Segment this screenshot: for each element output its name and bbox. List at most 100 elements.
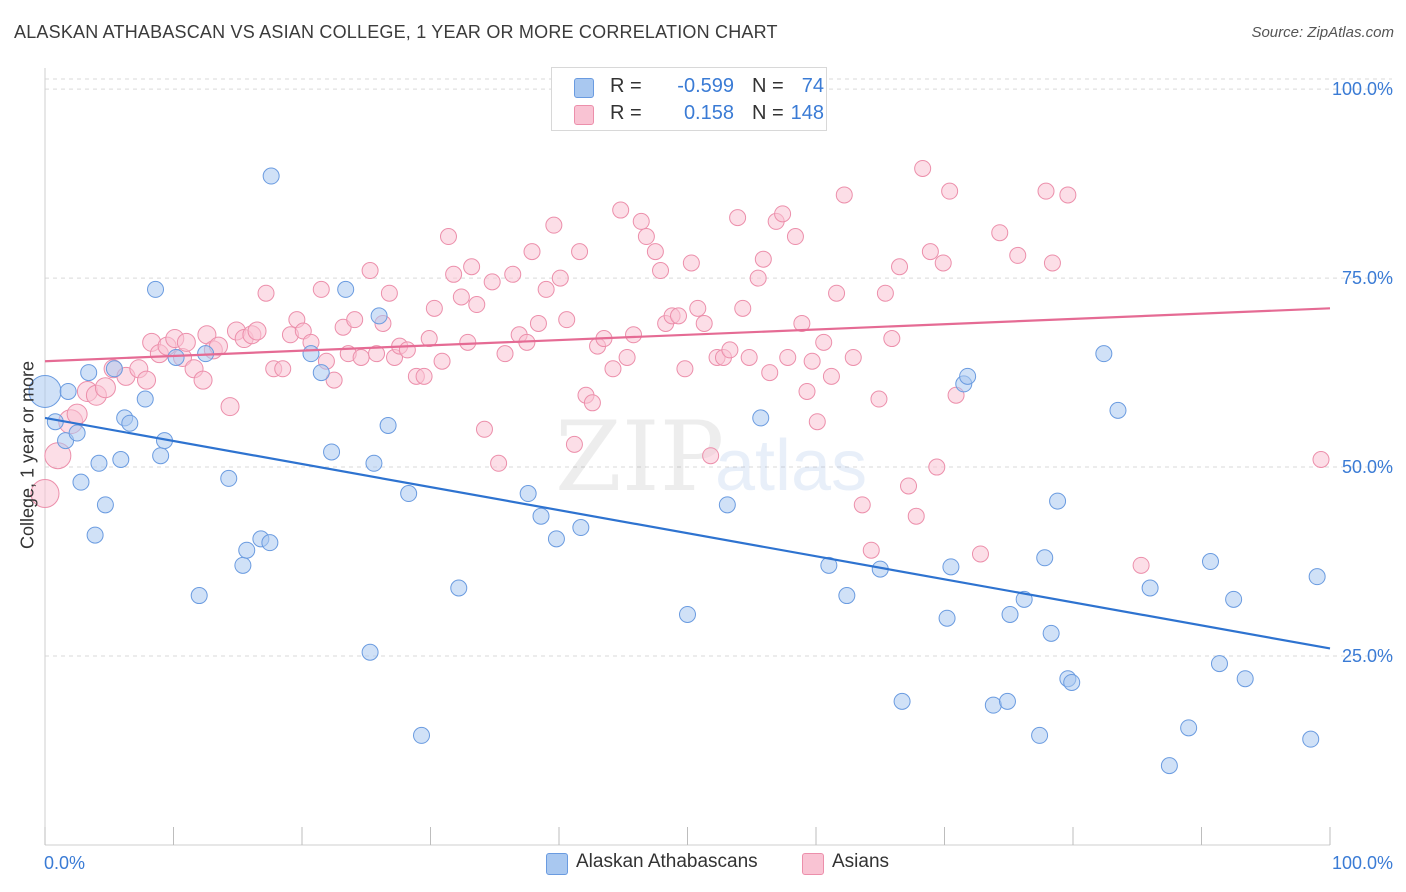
asians-point — [928, 458, 946, 476]
asians-point — [490, 454, 508, 472]
asians-point — [1043, 254, 1061, 272]
y-axis-label: College, 1 year or more — [17, 360, 38, 550]
asians-point — [368, 345, 386, 363]
athabascan-point — [234, 556, 252, 574]
athabascan-point — [1031, 726, 1049, 744]
athabascan-point — [68, 424, 86, 442]
athabascan-point — [519, 485, 537, 503]
athabascan-point — [718, 496, 736, 514]
asians-point — [529, 314, 547, 332]
athabascan-point — [984, 696, 1002, 714]
athabascan-point — [80, 364, 98, 382]
asians-point — [646, 243, 664, 261]
asians-point — [274, 360, 292, 378]
asians-point — [793, 314, 811, 332]
watermark: ZIP atlas — [555, 401, 867, 513]
athabascan-point — [1109, 401, 1127, 419]
asians-point — [1312, 451, 1330, 468]
athabascan-point — [1036, 549, 1054, 567]
athabascan-point — [152, 447, 170, 465]
asians-point — [583, 394, 601, 412]
athabascan-point — [312, 364, 330, 382]
asians-point — [883, 330, 901, 348]
asians-point — [193, 370, 213, 390]
trend-lines — [44, 307, 1331, 650]
asians-point — [247, 321, 267, 341]
asians-point — [786, 228, 804, 246]
asians-point — [754, 250, 772, 268]
asians-point — [66, 403, 88, 425]
athabascan-point — [121, 414, 139, 432]
athabascan-point — [1141, 579, 1159, 597]
asians-point — [971, 545, 989, 563]
legend-r-label: R = — [610, 102, 642, 124]
asians-point — [551, 269, 569, 287]
asians-point — [545, 216, 563, 234]
asians-point — [907, 507, 925, 525]
asians-point — [853, 496, 871, 514]
athabascan-point — [112, 451, 130, 468]
athabascan-point — [820, 556, 838, 574]
athabascan-point — [547, 530, 565, 548]
athabascan-point — [86, 526, 104, 544]
athabascans-trend-line — [44, 416, 1331, 650]
asians-point — [637, 228, 655, 246]
asians-point — [761, 364, 779, 382]
asians-point — [844, 348, 862, 366]
asians-point — [652, 262, 670, 280]
legend-n-value: 74 — [801, 75, 824, 97]
asians-point — [815, 333, 833, 351]
athabascan-point — [1042, 624, 1060, 642]
bottom-legend-label: Alaskan Athabascans — [576, 851, 758, 872]
asians-point — [537, 280, 555, 298]
asians-point — [612, 201, 630, 219]
asians-point — [504, 265, 522, 283]
athabascan-point — [379, 416, 397, 434]
asians-point — [891, 258, 909, 276]
athabascan-point — [450, 579, 468, 597]
athabascan-point — [1001, 605, 1019, 623]
asians-point — [496, 345, 514, 363]
athabascan-point — [365, 454, 383, 472]
asians-point — [702, 447, 720, 465]
athabascan-point — [190, 587, 208, 605]
y-tick-label: 25.0% — [1342, 646, 1393, 666]
asians-point — [749, 269, 767, 287]
asians-point — [558, 311, 576, 329]
athabascan-point — [1063, 673, 1081, 691]
asians-point — [463, 258, 481, 276]
asians-point — [808, 413, 826, 431]
asians-point — [380, 284, 398, 302]
athabascan-point — [96, 496, 114, 514]
athabascan-point — [400, 485, 418, 503]
athabascan-point — [1049, 492, 1067, 510]
asians-point — [689, 299, 707, 317]
athabascan-point — [105, 360, 123, 378]
asians-point — [425, 299, 443, 317]
asians-point — [523, 243, 541, 261]
athabascan-point — [1210, 655, 1228, 673]
asians-point — [312, 280, 330, 298]
asians-point — [632, 212, 650, 230]
asians-point — [729, 209, 747, 227]
athabascan-point — [1160, 757, 1178, 775]
asians-point — [803, 352, 821, 370]
asians-point — [452, 288, 470, 306]
athabascan-point — [998, 692, 1016, 710]
asians-point — [604, 360, 622, 378]
asians-point — [870, 390, 888, 408]
asians-point — [740, 348, 758, 366]
athabascan-point — [1236, 670, 1254, 688]
athabascan-point — [752, 409, 770, 427]
asians-point — [415, 367, 433, 385]
athabascan-point — [679, 605, 696, 623]
correlation-legend: R = -0.599 N = 74 R = 0.158 N = 148 — [551, 67, 827, 131]
asians-point — [220, 397, 240, 417]
asians-point — [798, 382, 816, 400]
legend-swatch-blue — [574, 78, 594, 98]
athabascan-point — [147, 280, 165, 298]
x-tick-labels: 0.0% 100.0% — [44, 853, 1393, 873]
asians-point — [876, 284, 894, 302]
asians-point — [1037, 182, 1055, 200]
